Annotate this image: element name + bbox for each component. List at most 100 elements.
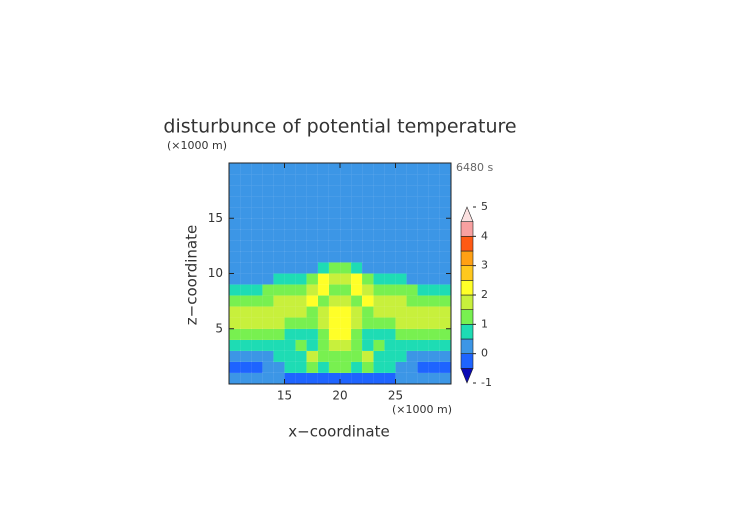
contour-cell (328, 295, 341, 308)
contour-cell (339, 184, 352, 197)
contour-cell (317, 218, 330, 231)
contour-cell (373, 372, 386, 385)
contour-cell (295, 262, 308, 275)
contour-cell (361, 262, 375, 275)
contour-cell (428, 350, 441, 363)
contour-cell (239, 284, 252, 297)
contour-cell (284, 295, 297, 308)
colorbar-box (460, 353, 474, 369)
contour-cell (239, 162, 252, 175)
contour-cell (417, 218, 430, 231)
colorbar-box (460, 309, 474, 325)
contour-cell (273, 173, 286, 186)
contour-cell (373, 184, 386, 197)
contour-cell (284, 184, 297, 197)
contour-cell (239, 262, 252, 275)
contour-cell (439, 162, 452, 175)
x-tick-label: 25 (388, 389, 403, 403)
contour-cell (306, 339, 319, 352)
contour-cell (239, 306, 252, 319)
x-axis-label: x−coordinate (288, 423, 389, 441)
contour-cell (361, 251, 375, 264)
contour-cell (328, 206, 341, 219)
contour-cell (339, 173, 352, 186)
contour-cell (417, 195, 430, 208)
contour-cell (339, 218, 352, 231)
contour-cell (250, 284, 264, 297)
contour-cell (350, 173, 363, 186)
contour-cell (384, 229, 397, 242)
contour-cell (417, 184, 430, 197)
contour-cell (361, 295, 375, 308)
contour-cell (239, 229, 252, 242)
colorbar-box (460, 338, 474, 354)
contour-cell (273, 229, 286, 242)
contour-cell (350, 295, 363, 308)
y-tick-label: 5 (215, 321, 223, 335)
contour-cell (350, 218, 363, 231)
colorbar-box (460, 265, 474, 281)
contour-cell (350, 251, 363, 264)
contour-cell (417, 328, 430, 341)
contour-cell (384, 372, 397, 385)
contour-cell (439, 339, 452, 352)
y-tick-label: 15 (208, 211, 223, 225)
contour-cell (273, 262, 286, 275)
contour-cell (317, 251, 330, 264)
contour-cell (295, 229, 308, 242)
contour-cell (428, 328, 441, 341)
contour-cell (262, 328, 275, 341)
contour-cell (373, 339, 386, 352)
contour-cell (417, 339, 430, 352)
contour-cell (406, 328, 419, 341)
contour-cell (439, 229, 452, 242)
contour-cell (284, 240, 297, 253)
contour-cell (395, 240, 408, 253)
contour-cell (428, 361, 441, 374)
contour-cell (262, 295, 275, 308)
contour-cell (328, 173, 341, 186)
contour-cell (317, 173, 330, 186)
contour-cell (361, 317, 375, 330)
contour-cell (395, 273, 408, 286)
contour-cell (250, 229, 264, 242)
contour-cell (395, 339, 408, 352)
contour-cell (262, 361, 275, 374)
contour-cell (373, 273, 386, 286)
contour-cell (395, 372, 408, 385)
contour-cell (439, 195, 452, 208)
colorbar-box (460, 280, 474, 296)
colorbar-tick-label: -1 (481, 376, 492, 389)
contour-cell (317, 361, 330, 374)
contour-cell (350, 162, 363, 175)
contour-cell (339, 206, 352, 219)
contour-cell (339, 195, 352, 208)
contour-cell (228, 229, 241, 242)
contour-cell (317, 284, 330, 297)
contour-cell (273, 361, 286, 374)
contour-cell (239, 295, 252, 308)
contour-cell (328, 218, 341, 231)
contour-cell (350, 206, 363, 219)
contour-cell (250, 251, 264, 264)
contour-cell (361, 173, 375, 186)
contour-cell (384, 339, 397, 352)
contour-cell (361, 306, 375, 319)
contour-cell (284, 284, 297, 297)
contour-cell (262, 251, 275, 264)
contour-cell (306, 306, 319, 319)
contour-cell (406, 284, 419, 297)
contour-cell (328, 262, 341, 275)
contour-cell (428, 339, 441, 352)
x-tick-label: 20 (332, 389, 347, 403)
contour-cell (361, 273, 375, 286)
contour-cell (428, 295, 441, 308)
contour-cell (328, 273, 341, 286)
contour-cell (228, 173, 241, 186)
contour-cell (417, 162, 430, 175)
contour-cell (295, 317, 308, 330)
contour-cell (361, 339, 375, 352)
contour-cell (395, 350, 408, 363)
contour-cell (373, 173, 386, 186)
contour-cell (317, 317, 330, 330)
